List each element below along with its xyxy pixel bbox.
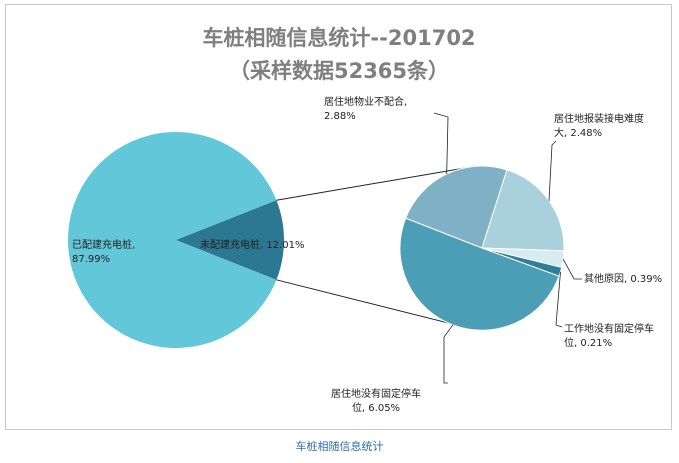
sub-pie: [399, 165, 565, 331]
connector-top: [276, 165, 475, 201]
sub-pie-slice-5: [481, 247, 563, 277]
main-pie-slice-2: [176, 200, 284, 280]
sub-label-5: 工作地没有固定停车位, 0.21%: [564, 322, 654, 349]
leader-1: [443, 324, 454, 384]
connector-bottom: [276, 279, 476, 331]
figure-caption: 车桩相随信息统计: [295, 440, 384, 453]
chart-canvas: 车桩相随信息统计--201702 （采样数据52365条） 已配建充电桩, 87.…: [67, 26, 662, 414]
sub-label-4: 其他原因, 0.39%: [584, 272, 662, 285]
chart-frame: 车桩相随信息统计--201702 （采样数据52365条） 已配建充电桩, 87.…: [5, 4, 672, 430]
leader-5: [555, 271, 563, 328]
chart-subtitle: （采样数据52365条）: [229, 59, 449, 83]
sub-label-1: 居住地没有固定停车位, 6.05%: [331, 387, 421, 414]
sub-pie-slice-3: [481, 169, 565, 252]
sub-label-2: 居住地物业不配合, 2.88%: [324, 95, 407, 122]
leader-2: [433, 112, 449, 175]
data-labels: 已配建充电桩, 87.99% 未配建充电桩, 12.01% 居住地没有固定停车位, 6…: [72, 95, 662, 414]
sub-pie-slice-2: [404, 165, 508, 249]
leader-4: [562, 259, 582, 280]
main-label-1: 已配建充电桩, 87.99%: [72, 238, 135, 265]
leader-3: [548, 140, 557, 201]
chart-title: 车桩相随信息统计--201702: [202, 26, 475, 50]
sub-label-3: 居住地报装接电难度大, 2.48%: [554, 112, 644, 139]
pie-connector-lines: [276, 165, 476, 331]
main-pie: [67, 132, 284, 349]
main-label-2: 未配建充电桩, 12.01%: [200, 238, 305, 251]
main-pie-slice-1: [67, 132, 277, 349]
leader-lines: [433, 112, 582, 384]
